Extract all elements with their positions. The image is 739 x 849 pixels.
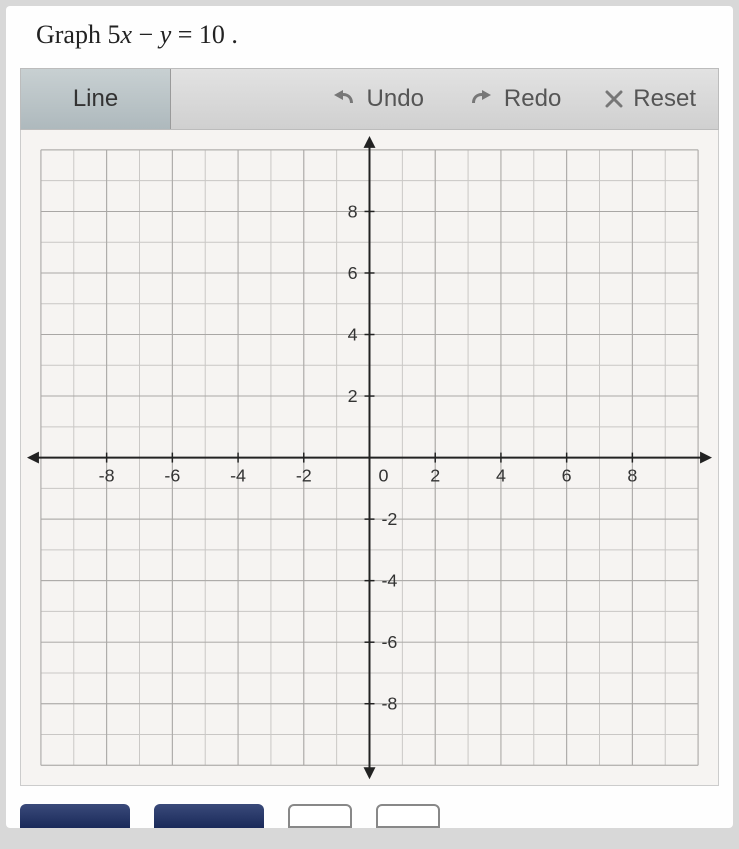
stub-button-3[interactable] [288, 804, 352, 828]
svg-text:8: 8 [348, 201, 358, 221]
close-icon [605, 90, 623, 108]
graph-container[interactable]: -8 -6 -4 -2 2 4 6 8 0 2 4 6 8 -2 -4 -6 -8 [20, 130, 719, 786]
redo-icon [468, 89, 494, 109]
q-x: x [120, 20, 132, 49]
q-eq: = [171, 20, 199, 49]
svg-text:6: 6 [562, 465, 572, 485]
reset-button[interactable]: Reset [583, 69, 718, 129]
bottom-button-row [20, 804, 719, 828]
svg-text:-2: -2 [381, 509, 397, 529]
svg-text:4: 4 [496, 465, 506, 485]
reset-label: Reset [633, 85, 696, 113]
svg-text:4: 4 [348, 324, 358, 344]
q-prefix: Graph [36, 20, 107, 49]
svg-text:2: 2 [430, 465, 440, 485]
stub-button-4[interactable] [376, 804, 440, 828]
svg-text:-4: -4 [230, 465, 246, 485]
svg-text:2: 2 [348, 386, 358, 406]
toolbar: Line Undo Redo Reset [20, 68, 719, 130]
svg-text:8: 8 [627, 465, 637, 485]
svg-text:6: 6 [348, 263, 358, 283]
undo-label: Undo [367, 85, 424, 113]
undo-button[interactable]: Undo [309, 69, 446, 129]
svg-text:-8: -8 [381, 694, 397, 714]
line-tool-label: Line [73, 85, 118, 113]
undo-icon [331, 89, 357, 109]
svg-text:-6: -6 [164, 465, 180, 485]
q-const: 10 [199, 20, 225, 49]
q-suffix: . [225, 20, 238, 49]
redo-button[interactable]: Redo [446, 69, 583, 129]
stub-button-2[interactable] [154, 804, 264, 828]
question-text: Graph 5x − y = 10 . [6, 6, 733, 68]
q-coef: 5 [107, 20, 120, 49]
svg-text:-2: -2 [296, 465, 312, 485]
svg-text:-6: -6 [381, 632, 397, 652]
svg-text:-8: -8 [99, 465, 115, 485]
stub-button-1[interactable] [20, 804, 130, 828]
coordinate-grid[interactable]: -8 -6 -4 -2 2 4 6 8 0 2 4 6 8 -2 -4 -6 -8 [21, 130, 718, 785]
q-minus: − [132, 20, 160, 49]
q-y: y [160, 20, 172, 49]
redo-label: Redo [504, 85, 561, 113]
svg-text:-4: -4 [381, 571, 397, 591]
line-tool-button[interactable]: Line [21, 69, 171, 129]
svg-text:0: 0 [378, 465, 388, 485]
